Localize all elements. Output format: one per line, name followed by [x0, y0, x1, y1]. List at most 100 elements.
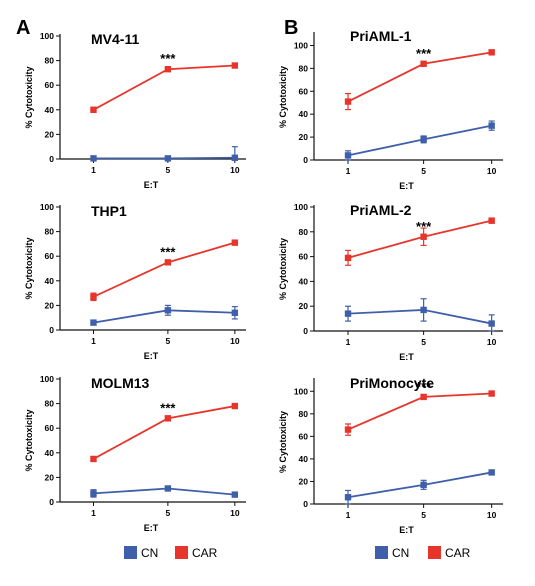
- x-axis-label: E:T: [144, 180, 159, 190]
- series-line: [347, 124, 492, 157]
- y-tick-label: 100: [294, 202, 308, 212]
- chart-title: PriAML-1: [350, 28, 412, 44]
- series-car: [344, 217, 495, 266]
- x-tick-label: 10: [487, 510, 497, 520]
- y-axis-label: % Cytotoxicity: [278, 66, 288, 128]
- y-tick-label: 20: [299, 132, 309, 142]
- data-point: [90, 319, 97, 326]
- data-point: [344, 98, 352, 105]
- x-tick-label: 10: [230, 336, 240, 346]
- data-point: [488, 469, 495, 476]
- y-axis-label: % Cytotoxicity: [24, 237, 34, 299]
- y-tick-label: 20: [45, 472, 55, 482]
- significance-stars: ***: [416, 219, 432, 234]
- y-tick-label: 80: [299, 409, 309, 419]
- x-axis-label: E:T: [144, 351, 159, 361]
- data-point: [420, 393, 427, 401]
- x-tick-label: 10: [230, 165, 240, 175]
- x-tick-label: 5: [421, 166, 426, 176]
- data-point: [90, 155, 97, 162]
- data-point: [420, 481, 427, 489]
- significance-stars: ***: [160, 51, 176, 66]
- x-axis-label: E:T: [399, 181, 414, 191]
- y-tick-label: 60: [299, 86, 309, 96]
- legend-label-car-b: CAR: [445, 546, 471, 560]
- y-tick-label: 100: [294, 40, 308, 50]
- y-tick-label: 0: [49, 154, 54, 164]
- data-point: [231, 239, 239, 246]
- chart-title: PriAML-2: [350, 202, 412, 218]
- y-tick-label: 40: [45, 105, 55, 115]
- y-tick-label: 0: [303, 155, 308, 165]
- series-line: [347, 471, 492, 499]
- x-tick-label: 10: [487, 166, 497, 176]
- y-tick-label: 60: [45, 251, 55, 261]
- data-point: [164, 485, 172, 492]
- y-tick-label: 60: [45, 80, 55, 90]
- y-axis-label: % Cytotoxicity: [278, 238, 288, 300]
- legend-swatch-car-b: [428, 546, 441, 559]
- legend-swatch-car-a: [175, 546, 188, 559]
- y-tick-label: 60: [299, 252, 309, 262]
- y-axis-label: % Cytotoxicity: [24, 66, 34, 128]
- x-axis-label: E:T: [399, 525, 414, 535]
- x-tick-label: 1: [346, 510, 351, 520]
- data-point: [231, 309, 239, 316]
- chart-1: MV4-11 0 20 40 60 80 100 1 5 10 E:T % Cytotoxicity *…: [24, 31, 246, 190]
- chart-4: PriAML-1 0 20 40 60 80 100 1 5 10 E:T % Cytotoxicit…: [278, 28, 503, 191]
- x-tick-label: 10: [487, 337, 497, 347]
- y-axis-label: % Cytotoxicity: [24, 409, 34, 471]
- series-cn: [344, 469, 495, 505]
- y-tick-label: 20: [45, 300, 55, 310]
- data-point: [164, 307, 172, 314]
- chart-3: MOLM13 0 20 40 60 80 100 1 5 10 E:T % Cytotoxicity *…: [24, 374, 246, 533]
- data-point: [231, 491, 239, 498]
- x-tick-label: 1: [346, 337, 351, 347]
- data-point: [344, 494, 352, 501]
- data-point: [231, 154, 239, 161]
- series-cn: [344, 298, 495, 332]
- y-axis-label: % Cytotoxicity: [278, 411, 288, 473]
- legend-label-cn-b: CN: [392, 546, 409, 560]
- significance-stars: ***: [416, 379, 432, 394]
- series-line: [93, 309, 235, 324]
- x-tick-label: 5: [421, 510, 426, 520]
- y-tick-label: 100: [40, 31, 54, 41]
- data-point: [420, 60, 427, 67]
- data-point: [488, 122, 495, 129]
- legend-label-cn-a: CN: [141, 546, 158, 560]
- data-point: [90, 106, 97, 113]
- x-tick-label: 1: [346, 166, 351, 176]
- y-tick-label: 80: [45, 399, 55, 409]
- significance-stars: ***: [160, 400, 176, 415]
- y-tick-label: 60: [45, 423, 55, 433]
- series-cn: [344, 120, 495, 161]
- data-point: [344, 426, 352, 433]
- x-tick-label: 1: [91, 336, 96, 346]
- x-tick-label: 10: [230, 508, 240, 518]
- x-tick-label: 1: [91, 165, 96, 175]
- x-tick-label: 5: [166, 165, 171, 175]
- y-tick-label: 40: [45, 448, 55, 458]
- series-cn: [90, 304, 239, 326]
- y-tick-label: 40: [299, 109, 309, 119]
- x-tick-label: 5: [166, 336, 171, 346]
- legend-swatch-cn-a: [124, 546, 137, 559]
- y-tick-label: 20: [299, 301, 309, 311]
- data-point: [420, 136, 427, 143]
- significance-stars: ***: [160, 244, 176, 259]
- y-tick-label: 80: [45, 56, 55, 66]
- series-car: [344, 390, 495, 436]
- data-point: [90, 293, 97, 300]
- series-line: [347, 392, 492, 431]
- legend-swatch-cn-b: [375, 546, 388, 559]
- chart-5: PriAML-2 0 20 40 60 80 100 1 5 10 E:T % Cytotoxicit…: [278, 202, 503, 362]
- chart-title: PriMonocyte: [350, 375, 434, 391]
- y-tick-label: 20: [45, 129, 55, 139]
- y-tick-label: 0: [303, 326, 308, 336]
- series-car: [90, 402, 239, 463]
- x-tick-label: 1: [91, 508, 96, 518]
- series-car: [344, 49, 495, 111]
